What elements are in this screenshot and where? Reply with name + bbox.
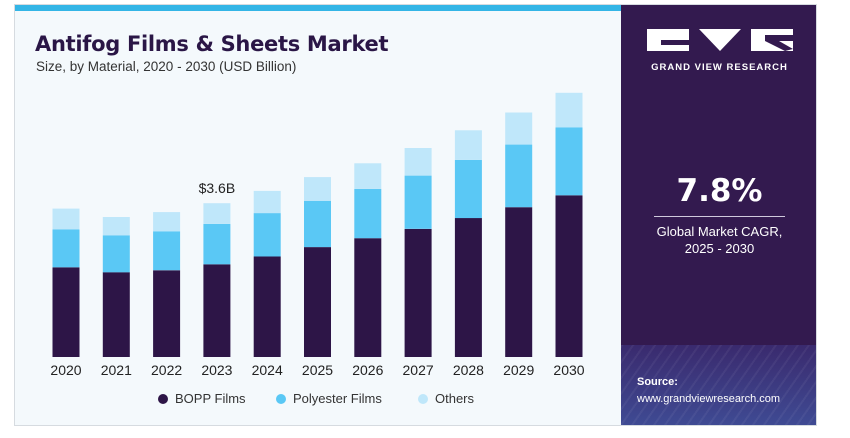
grand-view-research-logo-icon	[647, 29, 793, 51]
bar-2027-polyester	[404, 175, 432, 229]
source-url: www.grandviewresearch.com	[637, 393, 781, 405]
stacked-bar-chart: 2020 2021 2022 2023 $3.6B 2024 2025 2026 2027 202…	[50, 92, 585, 378]
x-tick-label: 2025	[302, 362, 333, 378]
bar-2029-polyester	[505, 144, 533, 208]
sidebar-panel: GRAND VIEW RESEARCH 7.8% Global Market C…	[621, 5, 816, 425]
bar-2021-polyester	[102, 235, 130, 273]
bar-2030-bopp	[555, 195, 583, 357]
bar-2022-others	[153, 212, 181, 232]
bar-2029-others	[505, 112, 533, 145]
bar-2026-bopp	[354, 238, 382, 357]
bar-2023-others	[203, 203, 231, 224]
legend-item-polyester: Polyester Films	[276, 391, 382, 406]
x-tick-label: 2022	[151, 362, 182, 378]
legend-swatch-others	[418, 394, 428, 404]
cagr-label: Global Market CAGR, 2025 - 2030	[621, 223, 816, 257]
bar-2025-bopp	[304, 247, 331, 357]
bar-2026-others	[354, 163, 382, 189]
bar-2023-polyester	[203, 223, 231, 265]
bar-2028-polyester	[454, 159, 482, 219]
legend-label-others: Others	[435, 391, 475, 406]
chart-subtitle: Size, by Material, 2020 - 2030 (USD Bill…	[36, 59, 297, 74]
bar-2022-bopp	[153, 270, 181, 357]
bar-2024-polyester	[253, 213, 281, 257]
legend-swatch-polyester	[276, 394, 286, 404]
legend-label-bopp: BOPP Films	[175, 391, 246, 406]
cagr-divider	[654, 216, 785, 217]
data-label-2023: $3.6B	[199, 180, 236, 196]
bar-2020-bopp	[52, 267, 80, 357]
accent-bar	[15, 5, 621, 11]
bar-2021-others	[102, 217, 130, 236]
x-tick-label: 2021	[101, 362, 132, 378]
bar-2030-polyester	[555, 127, 583, 196]
bar-2025-others	[304, 177, 331, 201]
bar-2022-polyester	[153, 231, 181, 271]
legend-item-bopp: BOPP Films	[158, 391, 246, 406]
bar-2028-others	[454, 130, 482, 160]
source-panel	[621, 345, 816, 425]
x-tick-label: 2027	[403, 362, 434, 378]
cagr-label-line2: 2025 - 2030	[684, 241, 755, 256]
bar-2020-polyester	[52, 229, 80, 268]
bar-2030-others	[555, 92, 583, 128]
cagr-value: 7.8%	[676, 173, 763, 209]
legend-item-others: Others	[418, 391, 474, 406]
bar-2023-bopp	[203, 264, 231, 357]
x-tick-label: 2026	[352, 362, 383, 378]
legend-swatch-bopp	[158, 394, 168, 404]
x-tick-label: 2023	[201, 362, 232, 378]
bar-2020-others	[52, 208, 80, 230]
x-tick-label: 2029	[503, 362, 534, 378]
bar-2024-bopp	[253, 256, 281, 357]
x-tick-label: 2024	[252, 362, 283, 378]
bar-2021-bopp	[102, 272, 130, 357]
bar-2026-polyester	[354, 188, 382, 239]
bar-2024-others	[253, 190, 281, 214]
x-tick-label: 2030	[553, 362, 584, 378]
legend-label-polyester: Polyester Films	[293, 391, 382, 406]
bar-2027-bopp	[404, 228, 432, 357]
source-label: Source:	[637, 376, 678, 388]
bar-2029-bopp	[505, 207, 533, 357]
x-tick-label: 2020	[50, 362, 81, 378]
brand-name: GRAND VIEW RESEARCH	[651, 62, 788, 73]
x-tick-label: 2028	[453, 362, 484, 378]
chart-card: Antifog Films & Sheets Market Size, by M…	[14, 4, 817, 426]
chart-title: Antifog Films & Sheets Market	[35, 32, 389, 56]
bar-2025-polyester	[304, 200, 331, 248]
cagr-label-line1: Global Market CAGR,	[656, 224, 783, 239]
bar-2028-bopp	[454, 218, 482, 357]
bar-2027-others	[404, 148, 432, 176]
